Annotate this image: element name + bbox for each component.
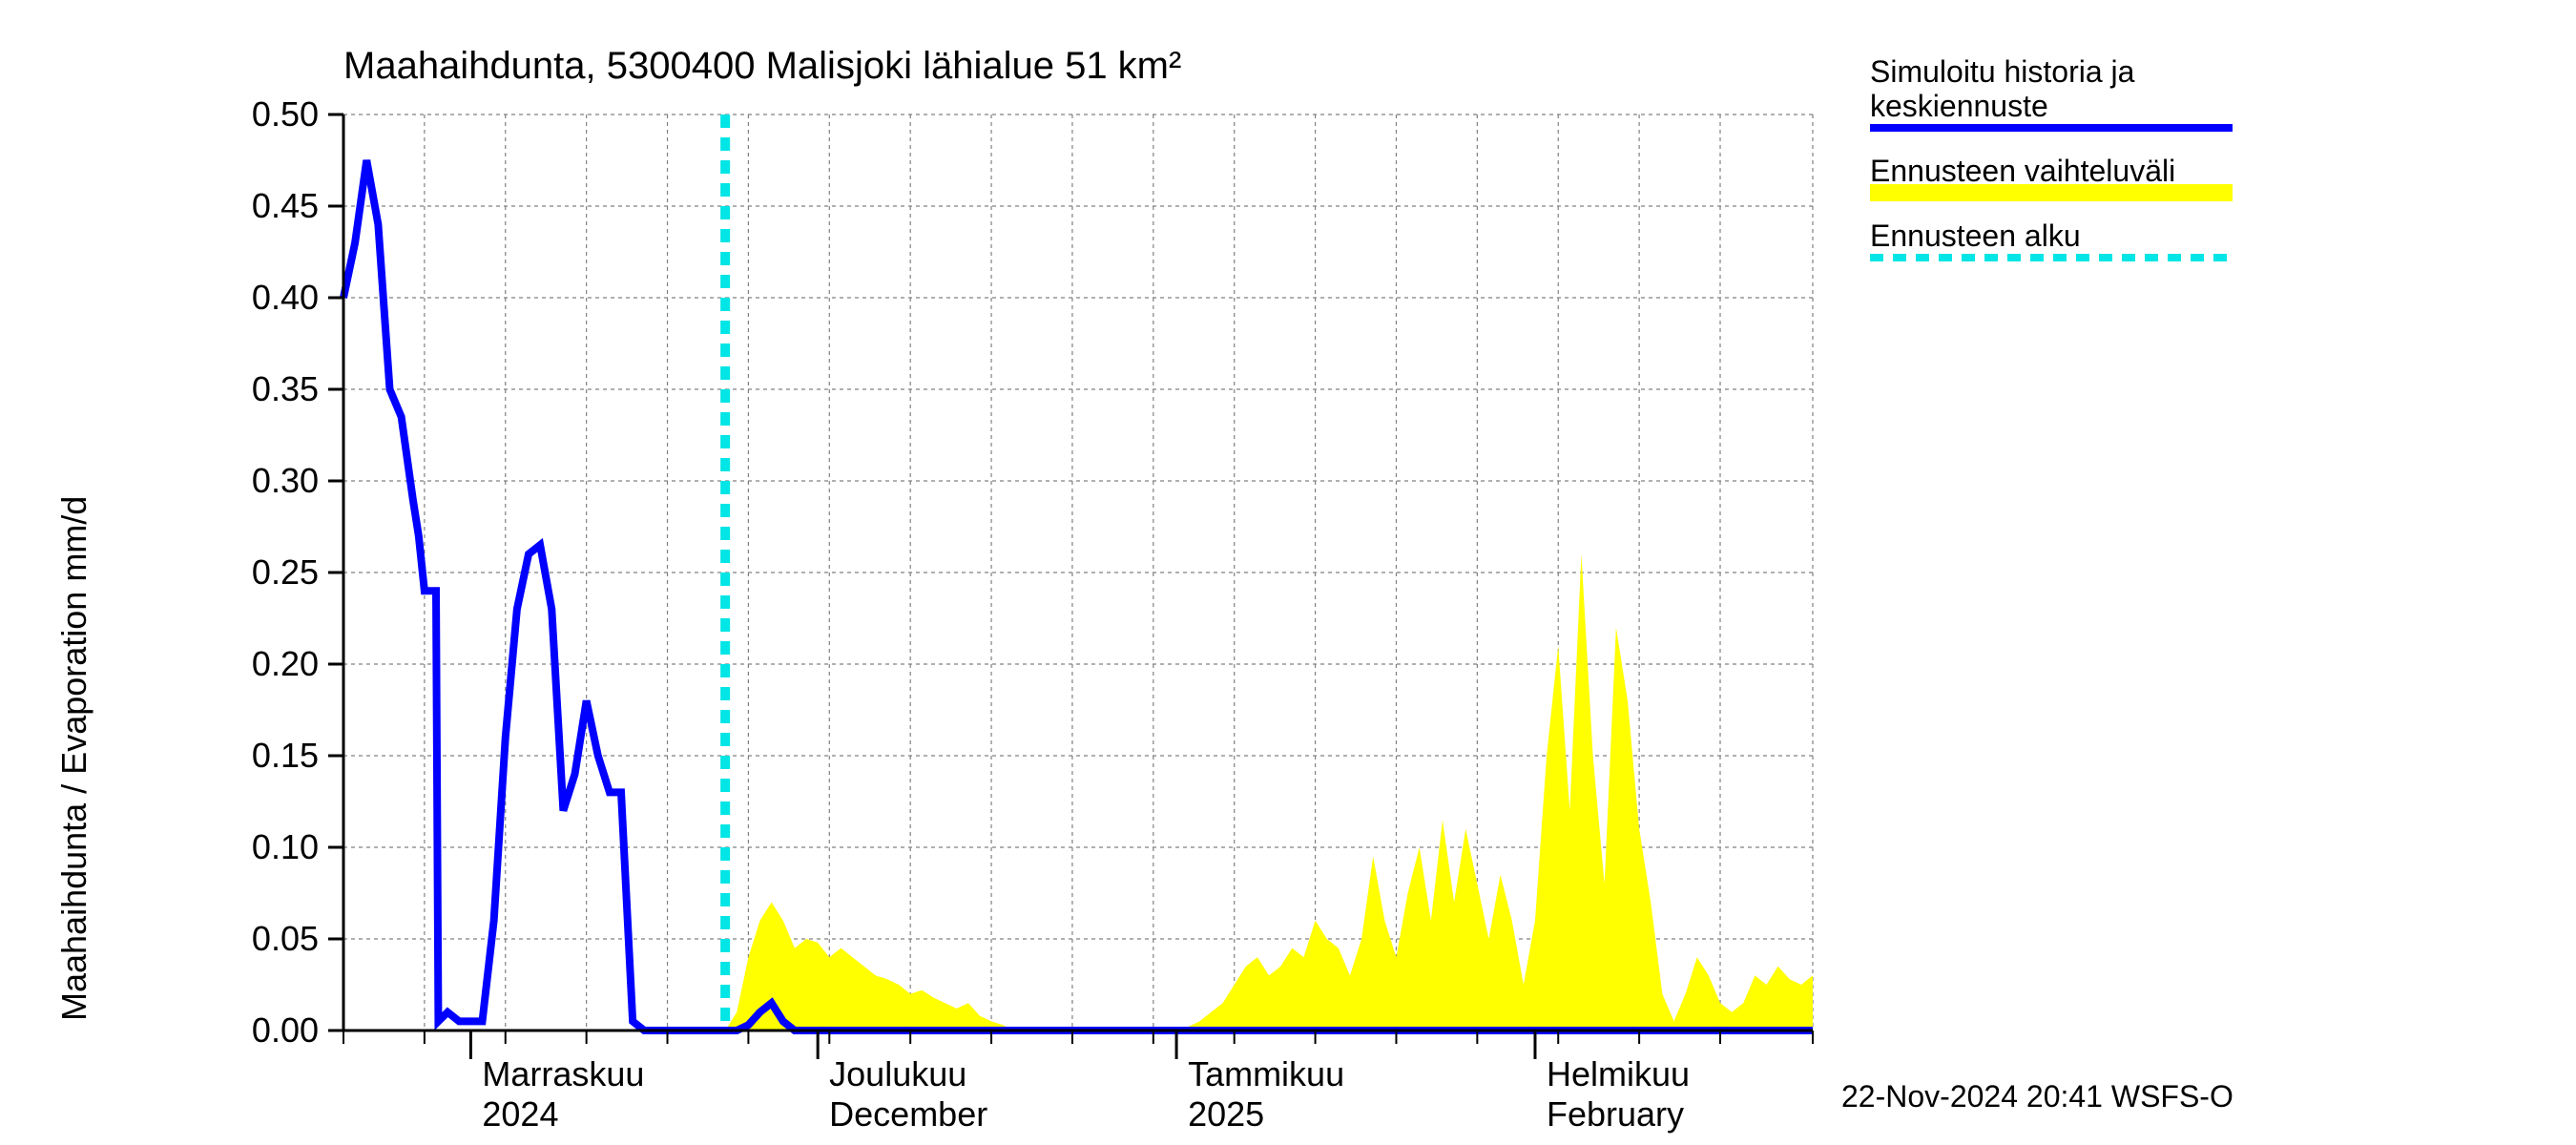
y-tick-label: 0.40 [252, 278, 319, 317]
y-tick-label: 0.25 [252, 552, 319, 592]
y-tick-label: 0.15 [252, 736, 319, 775]
legend-swatch-area [1870, 184, 2233, 201]
y-axis-label: Maahaihdunta / Evaporation mm/d [54, 496, 93, 1021]
x-tick-label: 2025 [1188, 1094, 1264, 1134]
y-tick-label: 0.35 [252, 369, 319, 408]
y-tick-label: 0.00 [252, 1010, 319, 1050]
x-tick-label: 2024 [482, 1094, 558, 1134]
x-tick-label: Marraskuu [482, 1054, 644, 1093]
chart-title: Maahaihdunta, 5300400 Malisjoki lähialue… [343, 45, 1181, 87]
x-tick-label: Joulukuu [829, 1054, 966, 1093]
y-tick-label: 0.20 [252, 644, 319, 683]
x-tick-label: Helmikuu [1547, 1054, 1690, 1093]
x-tick-label: December [829, 1094, 987, 1134]
footer-timestamp: 22-Nov-2024 20:41 WSFS-O [1841, 1079, 2233, 1114]
y-tick-label: 0.45 [252, 186, 319, 225]
y-tick-label: 0.30 [252, 461, 319, 500]
legend-label: keskiennuste [1870, 89, 2048, 123]
y-tick-label: 0.10 [252, 827, 319, 866]
x-tick-label: February [1547, 1094, 1684, 1134]
y-tick-label: 0.05 [252, 919, 319, 958]
legend-label: Simuloitu historia ja [1870, 54, 2135, 89]
legend-label: Ennusteen alku [1870, 219, 2081, 253]
legend-label: Ennusteen vaihteluväli [1870, 154, 2175, 188]
evaporation-chart: 0.00 0.05 0.10 0.15 0.20 0.25 0.30 0.35 0.40 0.45… [0, 0, 2576, 1145]
y-tick-label: 0.50 [252, 94, 319, 134]
x-tick-label: Tammikuu [1188, 1054, 1344, 1093]
